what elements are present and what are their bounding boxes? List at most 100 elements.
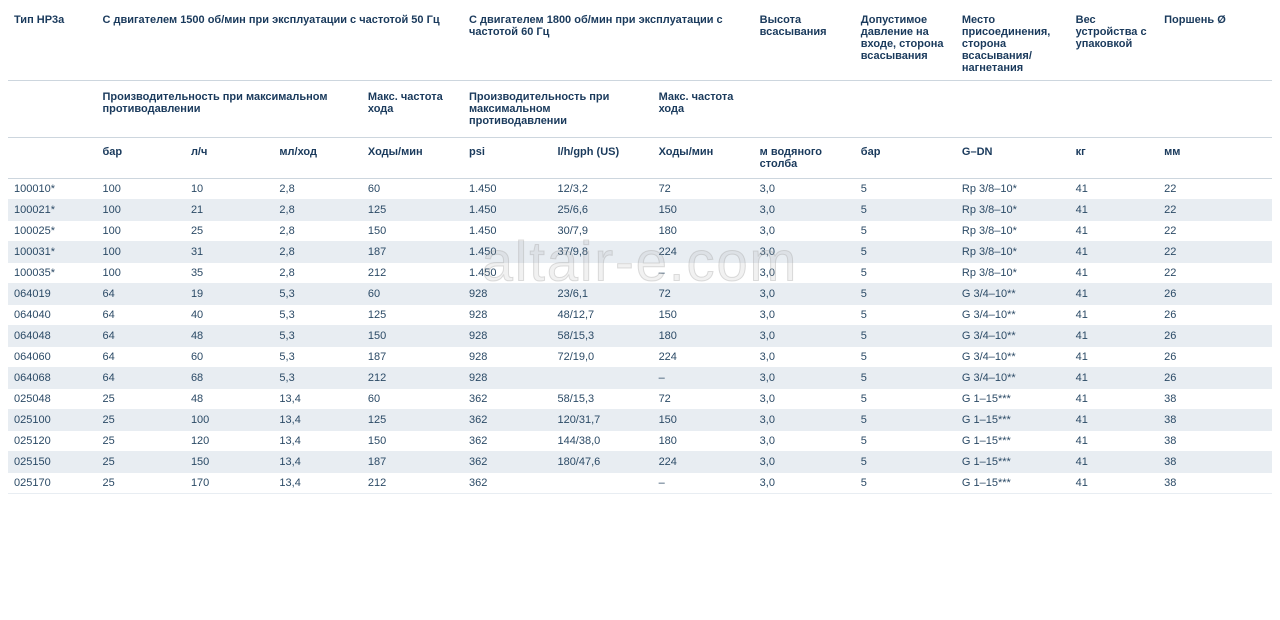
table-cell: 26 — [1158, 368, 1272, 389]
table-cell: 41 — [1070, 200, 1158, 221]
table-cell: 064040 — [8, 305, 96, 326]
table-cell: 72 — [653, 389, 754, 410]
table-cell: 48 — [185, 389, 273, 410]
table-cell: 37/9,8 — [551, 242, 652, 263]
table-header: Тип HP3aС двигателем 1500 об/мин при экс… — [8, 8, 1272, 179]
spec-table: Тип HP3aС двигателем 1500 об/мин при экс… — [8, 8, 1272, 494]
column-header: Производительность при максимальном прот… — [96, 81, 361, 138]
table-cell: 41 — [1070, 263, 1158, 284]
table-cell: 22 — [1158, 242, 1272, 263]
table-cell: 64 — [96, 284, 184, 305]
table-cell: 025048 — [8, 389, 96, 410]
table-cell: 100 — [96, 221, 184, 242]
table-cell: 22 — [1158, 263, 1272, 284]
table-cell: 150 — [362, 221, 463, 242]
table-cell: 41 — [1070, 473, 1158, 494]
table-cell: 5 — [855, 326, 956, 347]
table-cell: 928 — [463, 347, 551, 368]
table-cell: 100 — [96, 200, 184, 221]
table-cell: 21 — [185, 200, 273, 221]
table-cell: 1.450 — [463, 242, 551, 263]
table-cell: 72 — [653, 284, 754, 305]
table-cell: 22 — [1158, 200, 1272, 221]
table-cell: – — [653, 473, 754, 494]
table-cell: 3,0 — [754, 347, 855, 368]
table-row: 0251502515013,4187362180/47,62243,05G 1–… — [8, 452, 1272, 473]
table-cell: 3,0 — [754, 305, 855, 326]
table-cell: 40 — [185, 305, 273, 326]
table-cell: 38 — [1158, 410, 1272, 431]
table-cell: G 3/4–10** — [956, 368, 1070, 389]
table-cell: 125 — [362, 410, 463, 431]
table-cell: 362 — [463, 452, 551, 473]
table-cell: 64 — [96, 347, 184, 368]
table-cell: 180 — [653, 221, 754, 242]
table-cell: 187 — [362, 242, 463, 263]
column-header: Высота всасывания — [754, 8, 855, 81]
table-cell: 48/12,7 — [551, 305, 652, 326]
table-row: 0251202512013,4150362144/38,01803,05G 1–… — [8, 431, 1272, 452]
column-header: Тип HP3a — [8, 8, 96, 81]
column-header: Макс. частота хода — [362, 81, 463, 138]
table-cell: 3,0 — [754, 242, 855, 263]
table-cell: 150 — [653, 305, 754, 326]
table-cell: – — [653, 368, 754, 389]
table-cell: 3,0 — [754, 200, 855, 221]
table-cell: 5 — [855, 473, 956, 494]
table-cell: 5 — [855, 368, 956, 389]
table-cell — [551, 368, 652, 389]
table-cell: 180/47,6 — [551, 452, 652, 473]
table-cell: Rp 3/8–10* — [956, 263, 1070, 284]
table-row: 100031*100312,81871.45037/9,82243,05Rp 3… — [8, 242, 1272, 263]
table-cell: 025150 — [8, 452, 96, 473]
table-cell: 100025* — [8, 221, 96, 242]
column-header: Производительность при максимальном прот… — [463, 81, 653, 138]
table-cell: 1.450 — [463, 179, 551, 200]
column-header: Место присоединения, сторона всасывания/… — [956, 8, 1070, 81]
table-cell: 2,8 — [273, 263, 361, 284]
table-cell: G 1–15*** — [956, 431, 1070, 452]
table-cell: 31 — [185, 242, 273, 263]
table-cell: 60 — [362, 284, 463, 305]
table-cell: 26 — [1158, 305, 1272, 326]
table-cell: 60 — [362, 389, 463, 410]
table-cell: G 3/4–10** — [956, 305, 1070, 326]
table-row: 0251002510013,4125362120/31,71503,05G 1–… — [8, 410, 1272, 431]
table-cell: Rp 3/8–10* — [956, 242, 1070, 263]
table-cell: 13,4 — [273, 473, 361, 494]
table-row: 100021*100212,81251.45025/6,61503,05Rp 3… — [8, 200, 1272, 221]
table-cell: 3,0 — [754, 221, 855, 242]
table-cell: 120 — [185, 431, 273, 452]
column-header: psi — [463, 138, 551, 179]
table-cell: 1.450 — [463, 263, 551, 284]
table-cell: 928 — [463, 326, 551, 347]
table-cell: 64 — [96, 326, 184, 347]
table-cell: 35 — [185, 263, 273, 284]
table-cell: 41 — [1070, 242, 1158, 263]
table-cell: 23/6,1 — [551, 284, 652, 305]
table-cell: 13,4 — [273, 452, 361, 473]
table-cell: 68 — [185, 368, 273, 389]
table-row: 06404864485,315092858/15,31803,05G 3/4–1… — [8, 326, 1272, 347]
table-cell: 3,0 — [754, 284, 855, 305]
table-cell: 5 — [855, 284, 956, 305]
table-cell: 38 — [1158, 452, 1272, 473]
table-cell: Rp 3/8–10* — [956, 200, 1070, 221]
table-cell: 100010* — [8, 179, 96, 200]
table-cell — [551, 473, 652, 494]
table-cell: 58/15,3 — [551, 326, 652, 347]
table-cell: 5 — [855, 221, 956, 242]
table-cell: 5,3 — [273, 326, 361, 347]
table-cell: 41 — [1070, 389, 1158, 410]
table-cell: 13,4 — [273, 389, 361, 410]
table-cell: 150 — [653, 200, 754, 221]
table-cell: 26 — [1158, 347, 1272, 368]
table-cell: 5 — [855, 431, 956, 452]
table-cell: 3,0 — [754, 326, 855, 347]
table-cell: 10 — [185, 179, 273, 200]
table-row: 06406064605,318792872/19,02243,05G 3/4–1… — [8, 347, 1272, 368]
table-cell: 5 — [855, 389, 956, 410]
table-cell: 25 — [185, 221, 273, 242]
column-header: Ходы/мин — [362, 138, 463, 179]
table-cell: 180 — [653, 431, 754, 452]
